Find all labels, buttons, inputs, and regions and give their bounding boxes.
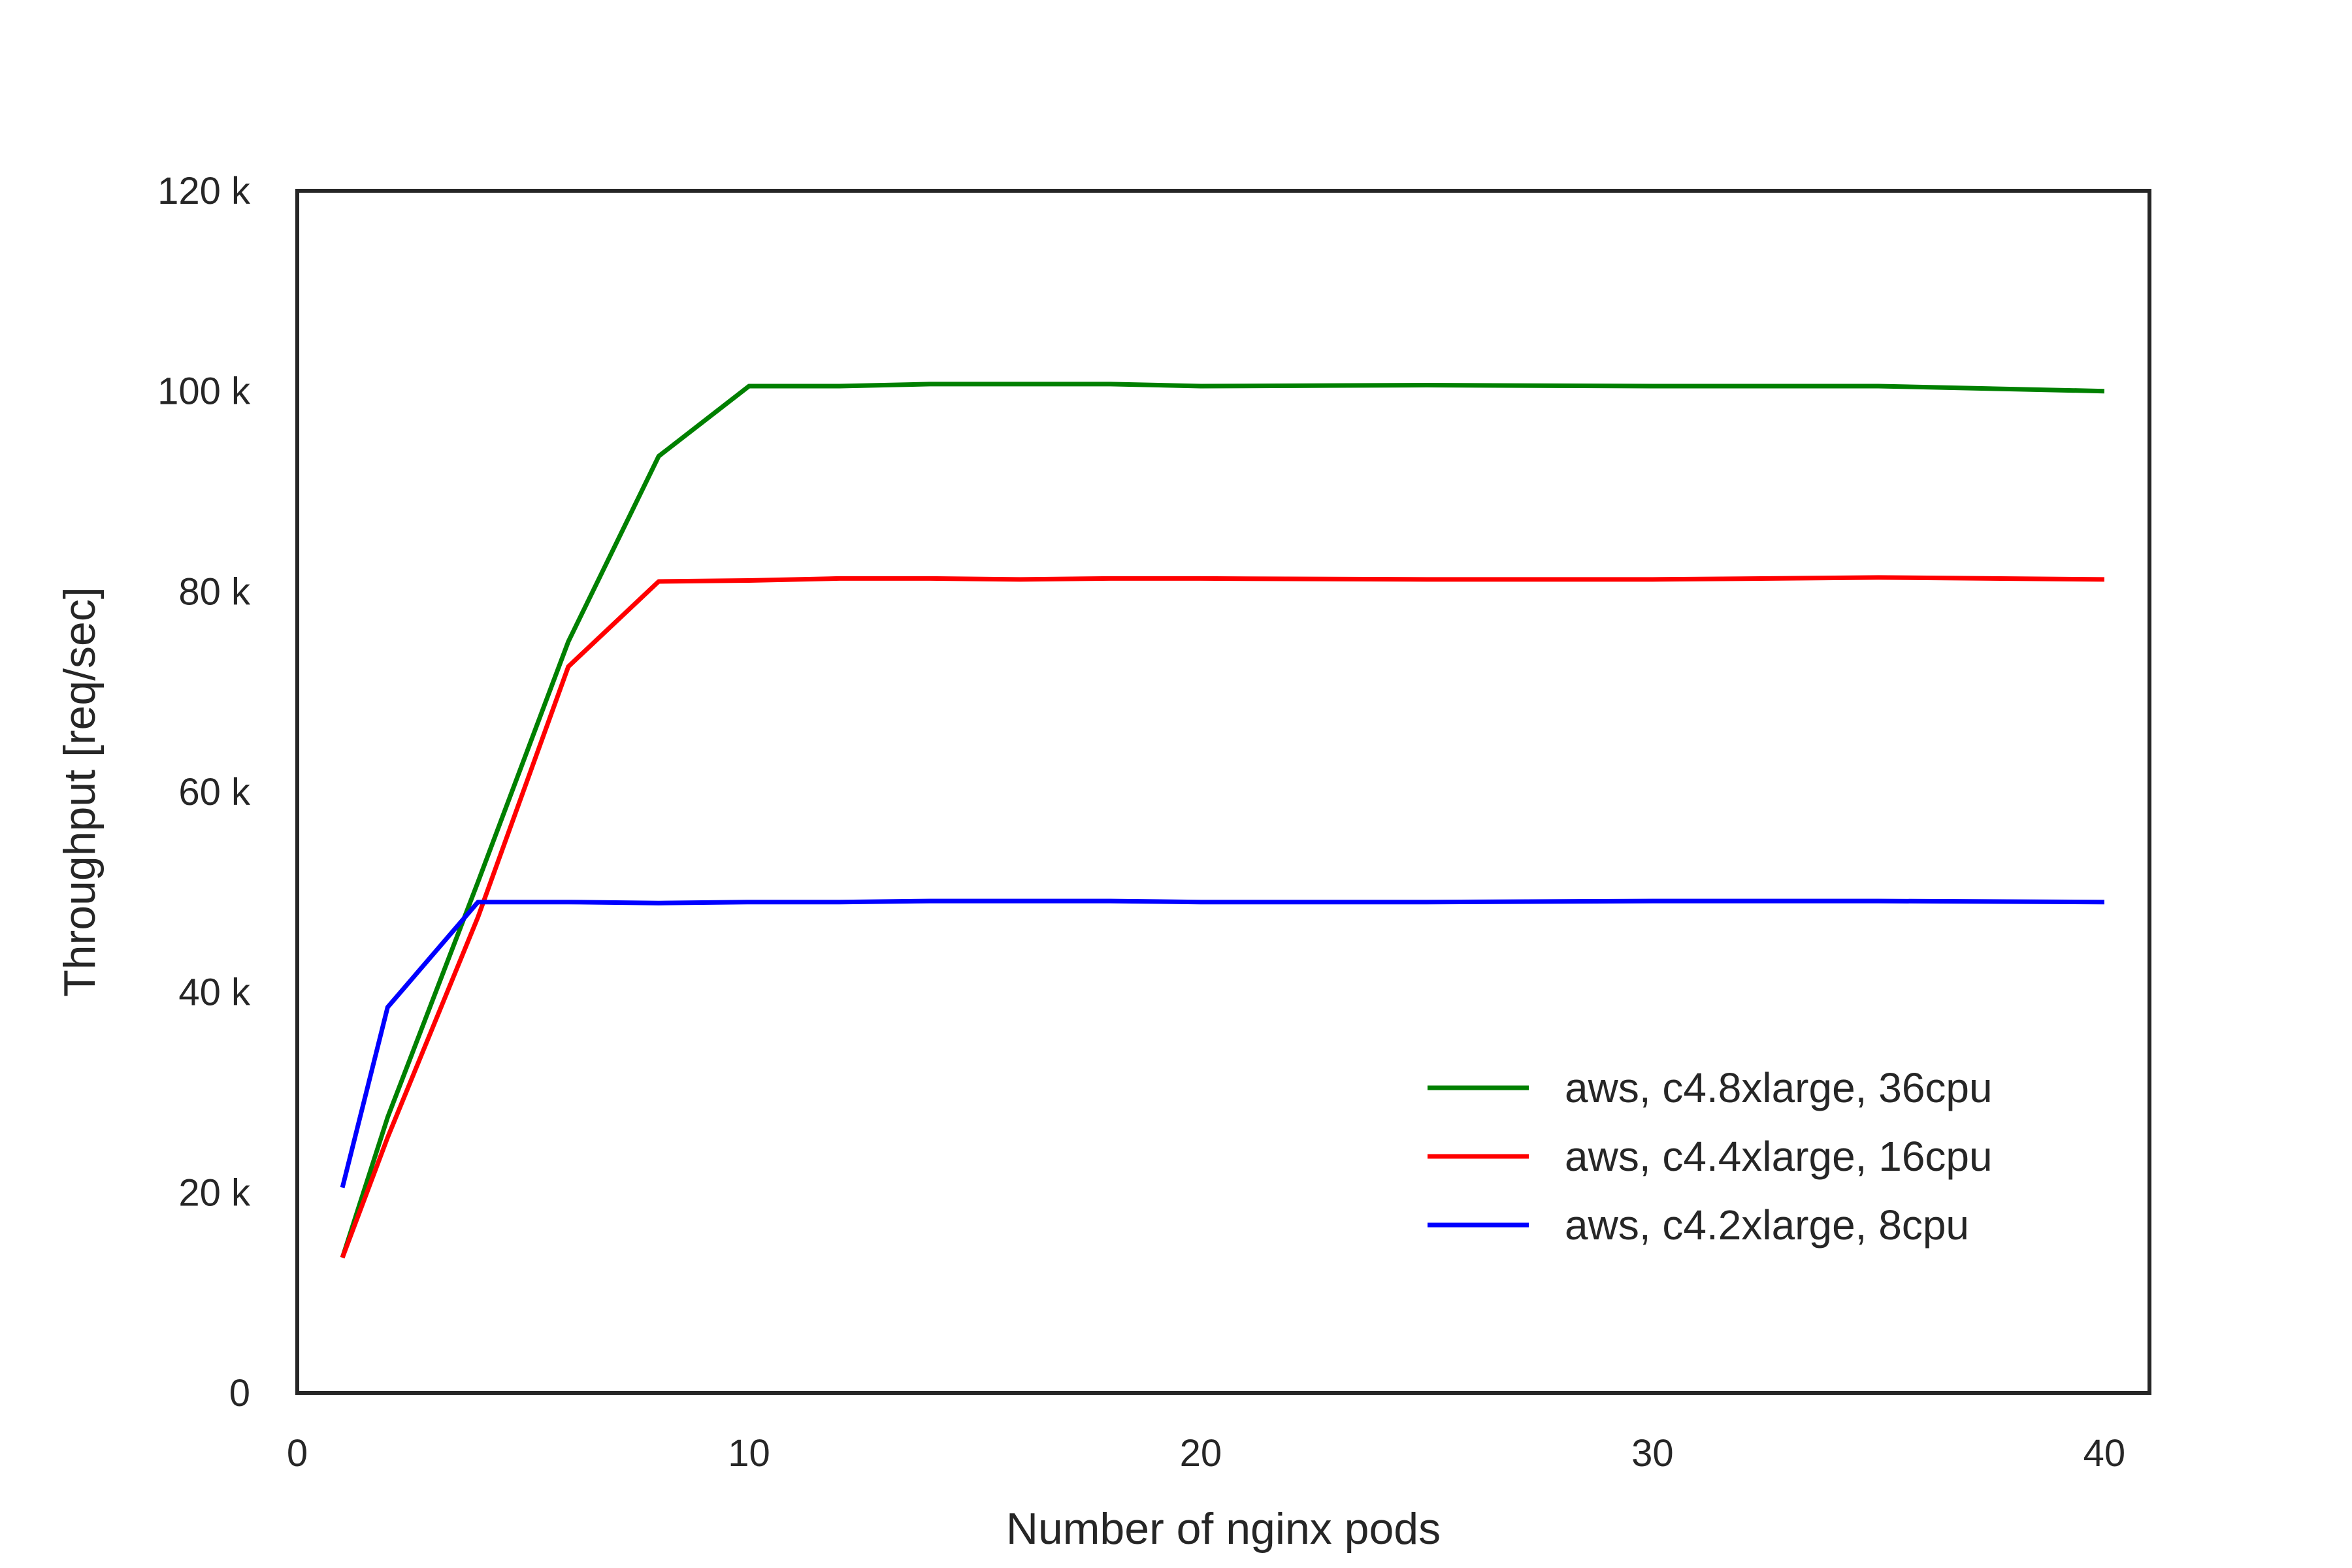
y-tick-label: 40 k [178, 972, 251, 1014]
x-tick-label: 30 [1631, 1432, 1674, 1475]
series-line-1 [340, 382, 2104, 1259]
y-tick-label: 20 k [178, 1171, 251, 1214]
series-line-3 [340, 898, 2104, 1188]
x-axis-ticks: 0 10 20 30 40 [287, 1432, 2125, 1475]
x-tick-label: 40 [2083, 1432, 2126, 1475]
x-tick-label: 10 [728, 1432, 770, 1475]
x-tick-label: 20 [1180, 1432, 1222, 1475]
y-tick-label: 0 [229, 1372, 250, 1414]
y-axis-title: Throughput [req/sec] [55, 587, 105, 996]
plot-lines [340, 382, 2104, 1259]
legend: aws, c4.8xlarge, 36cpu aws, c4.4xlarge, 1… [1428, 1064, 1993, 1249]
legend-label-1: aws, c4.8xlarge, 36cpu [1565, 1064, 1993, 1111]
y-tick-label: 80 k [178, 570, 251, 613]
y-tick-label: 100 k [157, 370, 251, 413]
series-line-2 [340, 575, 2104, 1259]
x-axis-title: Number of nginx pods [1006, 1504, 1441, 1554]
y-tick-label: 60 k [178, 771, 251, 813]
x-tick-label: 0 [287, 1432, 308, 1475]
plot-frame [295, 189, 2151, 1395]
y-axis-ticks: 0 20 k 40 k 60 k 80 k 100 k 120 k [157, 170, 251, 1414]
legend-label-2: aws, c4.4xlarge, 16cpu [1565, 1133, 1993, 1180]
y-tick-label: 120 k [157, 170, 251, 212]
legend-label-3: aws, c4.2xlarge, 8cpu [1565, 1201, 1969, 1249]
